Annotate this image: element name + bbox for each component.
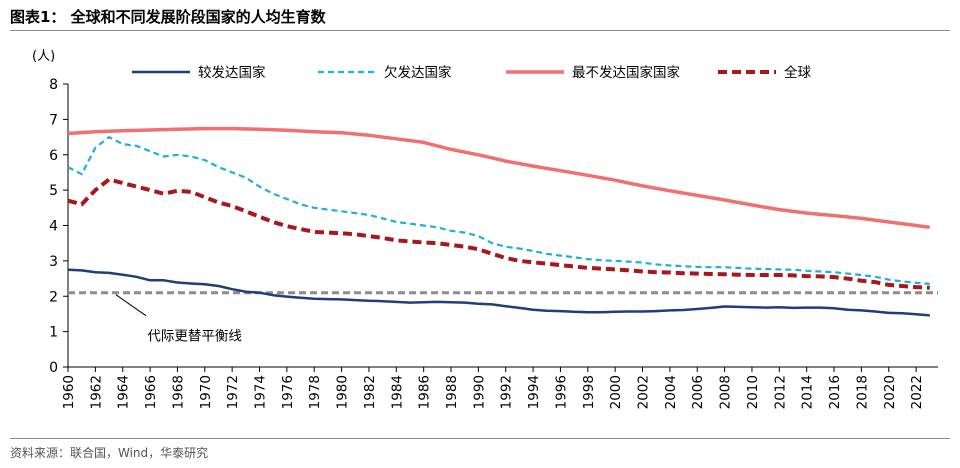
source-rule [10,438,950,439]
y-tick-label: 0 [49,360,58,376]
x-tick-label: 2004 [663,375,679,409]
series-lines [67,126,931,317]
x-tick-label: 1984 [389,375,405,409]
x-tick-label: 1970 [198,375,214,409]
legend-label-least-developed: 最不发达国家国家 [572,64,680,81]
x-tick-label: 1992 [499,375,515,409]
legend-label-less-developed: 欠发达国家 [384,64,452,81]
source-note: 资料来源：联合国，Wind，华泰研究 [10,446,209,460]
x-tick-label: 1982 [362,375,378,409]
x-tick-label: 2022 [909,375,925,409]
title-rule [10,30,950,31]
chart-title: 图表1： 全球和不同发展阶段国家的人均生育数 [10,8,326,26]
series-line-world [67,177,930,290]
series-line-least-developed [67,126,931,230]
x-tick-label: 1986 [417,375,433,409]
x-tick-label: 1964 [116,375,132,409]
x-tick-label: 2014 [800,375,816,409]
replacement-line-group: 代际更替平衡线 [68,291,938,345]
x-tick-label: 2006 [690,375,706,409]
y-tick-label: 1 [49,325,58,341]
series-line-more-developed [67,268,930,317]
x-tick-label: 1978 [307,375,323,409]
x-tick-label: 1962 [88,375,104,409]
x-tick-label: 1966 [143,375,159,409]
x-tick-label: 2002 [636,375,652,409]
x-tick-label: 2020 [882,375,898,409]
y-axis: 0 1 2 3 4 5 6 7 8 [49,77,69,376]
x-tick-label: 1976 [280,375,296,409]
x-tick-label: 1998 [581,375,597,409]
legend: 较发达国家 欠发达国家 最不发达国家国家 全球 [132,64,812,81]
x-tick-label: 1968 [170,375,186,409]
x-tick-label: 2012 [772,375,788,409]
x-axis: 1960 1962 1964 1966 1968 1970 1972 1974 1976 1978… [61,366,938,409]
y-axis-unit-label: (人) [32,49,55,64]
x-tick-label: 1980 [335,375,351,409]
y-tick-label: 5 [49,183,58,199]
x-tick-label: 1974 [253,375,269,409]
x-tick-label: 2000 [608,375,624,409]
x-tick-label: 2010 [745,375,761,409]
x-tick-label: 1972 [225,375,241,409]
x-tick-label: 1988 [444,375,460,409]
x-tick-label: 1994 [526,375,542,409]
x-tick-label: 1990 [471,375,487,409]
x-tick-label: 1960 [61,375,77,409]
replacement-label-leader [115,294,147,317]
x-tick-label: 2018 [854,375,870,409]
y-tick-label: 8 [49,77,58,93]
y-tick-label: 7 [49,112,58,128]
y-tick-label: 3 [49,254,58,270]
x-tick-label: 1996 [553,375,569,409]
series-line-less-developed [67,136,930,285]
x-tick-label: 2016 [827,375,843,409]
replacement-level-label: 代际更替平衡线 [147,329,242,345]
legend-label-world: 全球 [784,64,812,81]
legend-label-more-developed: 较发达国家 [198,64,266,81]
y-tick-label: 4 [49,219,58,235]
x-tick-label: 2008 [718,375,734,409]
y-tick-label: 2 [49,289,58,305]
y-tick-label: 6 [49,148,58,164]
